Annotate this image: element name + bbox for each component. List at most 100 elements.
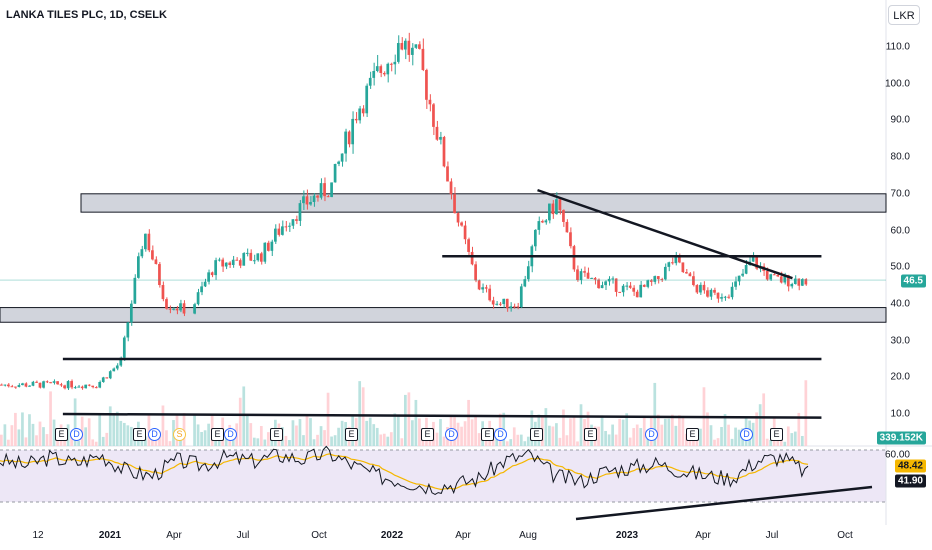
volume-bar [804,380,808,446]
candle-body [474,264,477,281]
earnings-marker[interactable]: E [584,428,597,441]
candle-body [305,196,309,205]
earnings-marker[interactable]: E [686,428,699,441]
candle-body [670,262,674,264]
dividend-marker[interactable]: D [494,428,507,441]
candle-body [548,203,551,221]
candle-body [411,47,414,55]
volume-bar [379,434,383,446]
candle-body [797,278,801,286]
volume-bar [442,436,446,446]
volume-bar [305,415,309,446]
earnings-marker[interactable]: E [133,428,146,441]
candle-body [24,383,28,387]
candle-body [439,136,442,140]
candle-body [284,226,288,228]
candle-body [569,232,572,247]
volume-bar [523,441,527,446]
candle-body [804,279,808,285]
candle-body [396,43,400,62]
volume-bar [165,430,168,446]
candle-body [242,253,246,266]
candle-body [646,280,650,287]
earnings-marker[interactable]: E [211,428,224,441]
candle-body [288,225,291,227]
volume-bar [161,405,165,446]
candle-body [281,226,284,235]
time-tick: Aug [519,530,537,541]
candle-body [407,40,411,55]
candle-body [720,297,723,299]
candle-body [161,285,165,300]
dividend-marker[interactable]: D [70,428,83,441]
candle-body [786,275,790,287]
volume-bar [474,416,477,446]
dividend-marker[interactable]: D [148,428,161,441]
candle-body [295,219,298,221]
dividend-marker[interactable]: D [645,428,658,441]
candle-body [291,219,295,226]
volume-bar [411,420,414,446]
candle-body [52,381,56,383]
volume-bar [709,425,713,446]
earnings-marker[interactable]: E [530,428,543,441]
candle-body [330,182,333,198]
dividend-marker[interactable]: D [740,428,753,441]
volume-bar [716,438,720,446]
dividend-marker[interactable]: D [445,428,458,441]
volume-bar [340,420,344,446]
currency-button[interactable]: LKR [888,5,920,25]
candle-body [533,229,537,247]
candle-body [453,194,456,214]
volume-bar [108,406,112,446]
candle-body [333,163,337,183]
time-tick: Oct [837,530,853,541]
earnings-marker[interactable]: E [421,428,434,441]
candle-body [713,289,716,293]
time-tick: 12 [32,530,44,541]
candle-body [716,292,720,299]
candle-body [685,272,688,274]
candle-body [414,44,418,48]
candle-body [210,272,214,276]
candle-body [463,225,467,240]
candle-body [73,387,77,389]
candle-body [614,278,618,292]
split-marker[interactable]: S [173,428,186,441]
volume-bar [115,411,119,446]
trend-line-1 [537,188,793,280]
candle-body [544,220,548,223]
earnings-marker[interactable]: E [770,428,783,441]
dividend-marker[interactable]: D [224,428,237,441]
candle-body [379,66,383,73]
volume-bar [544,408,548,446]
candle-body [28,385,31,387]
candle-body [491,300,495,305]
candle-body [505,298,509,309]
candle-body [10,386,14,388]
volume-bar [439,419,442,446]
candle-body [238,260,242,266]
volume-bar [519,434,523,446]
candle-body [80,386,84,389]
earnings-marker[interactable]: E [345,428,358,441]
volume-bar [646,435,650,446]
candle-body [105,377,109,379]
symbol-title[interactable]: LANKA TILES PLC, 1D, CSELK [6,9,167,21]
time-tick: Apr [695,530,711,541]
earnings-marker[interactable]: E [55,428,68,441]
volume-bar [706,412,709,446]
time-tick: Jul [765,530,779,541]
candle-body [692,276,695,286]
candle-body [344,131,347,154]
volume-bar [604,430,607,446]
earnings-marker[interactable]: E [270,428,283,441]
volume-bar [618,418,622,446]
candle-body [590,277,593,279]
volume-bar [73,398,77,446]
volume-bar [667,418,671,446]
volume-bar [98,414,102,446]
earnings-marker[interactable]: E [481,428,494,441]
